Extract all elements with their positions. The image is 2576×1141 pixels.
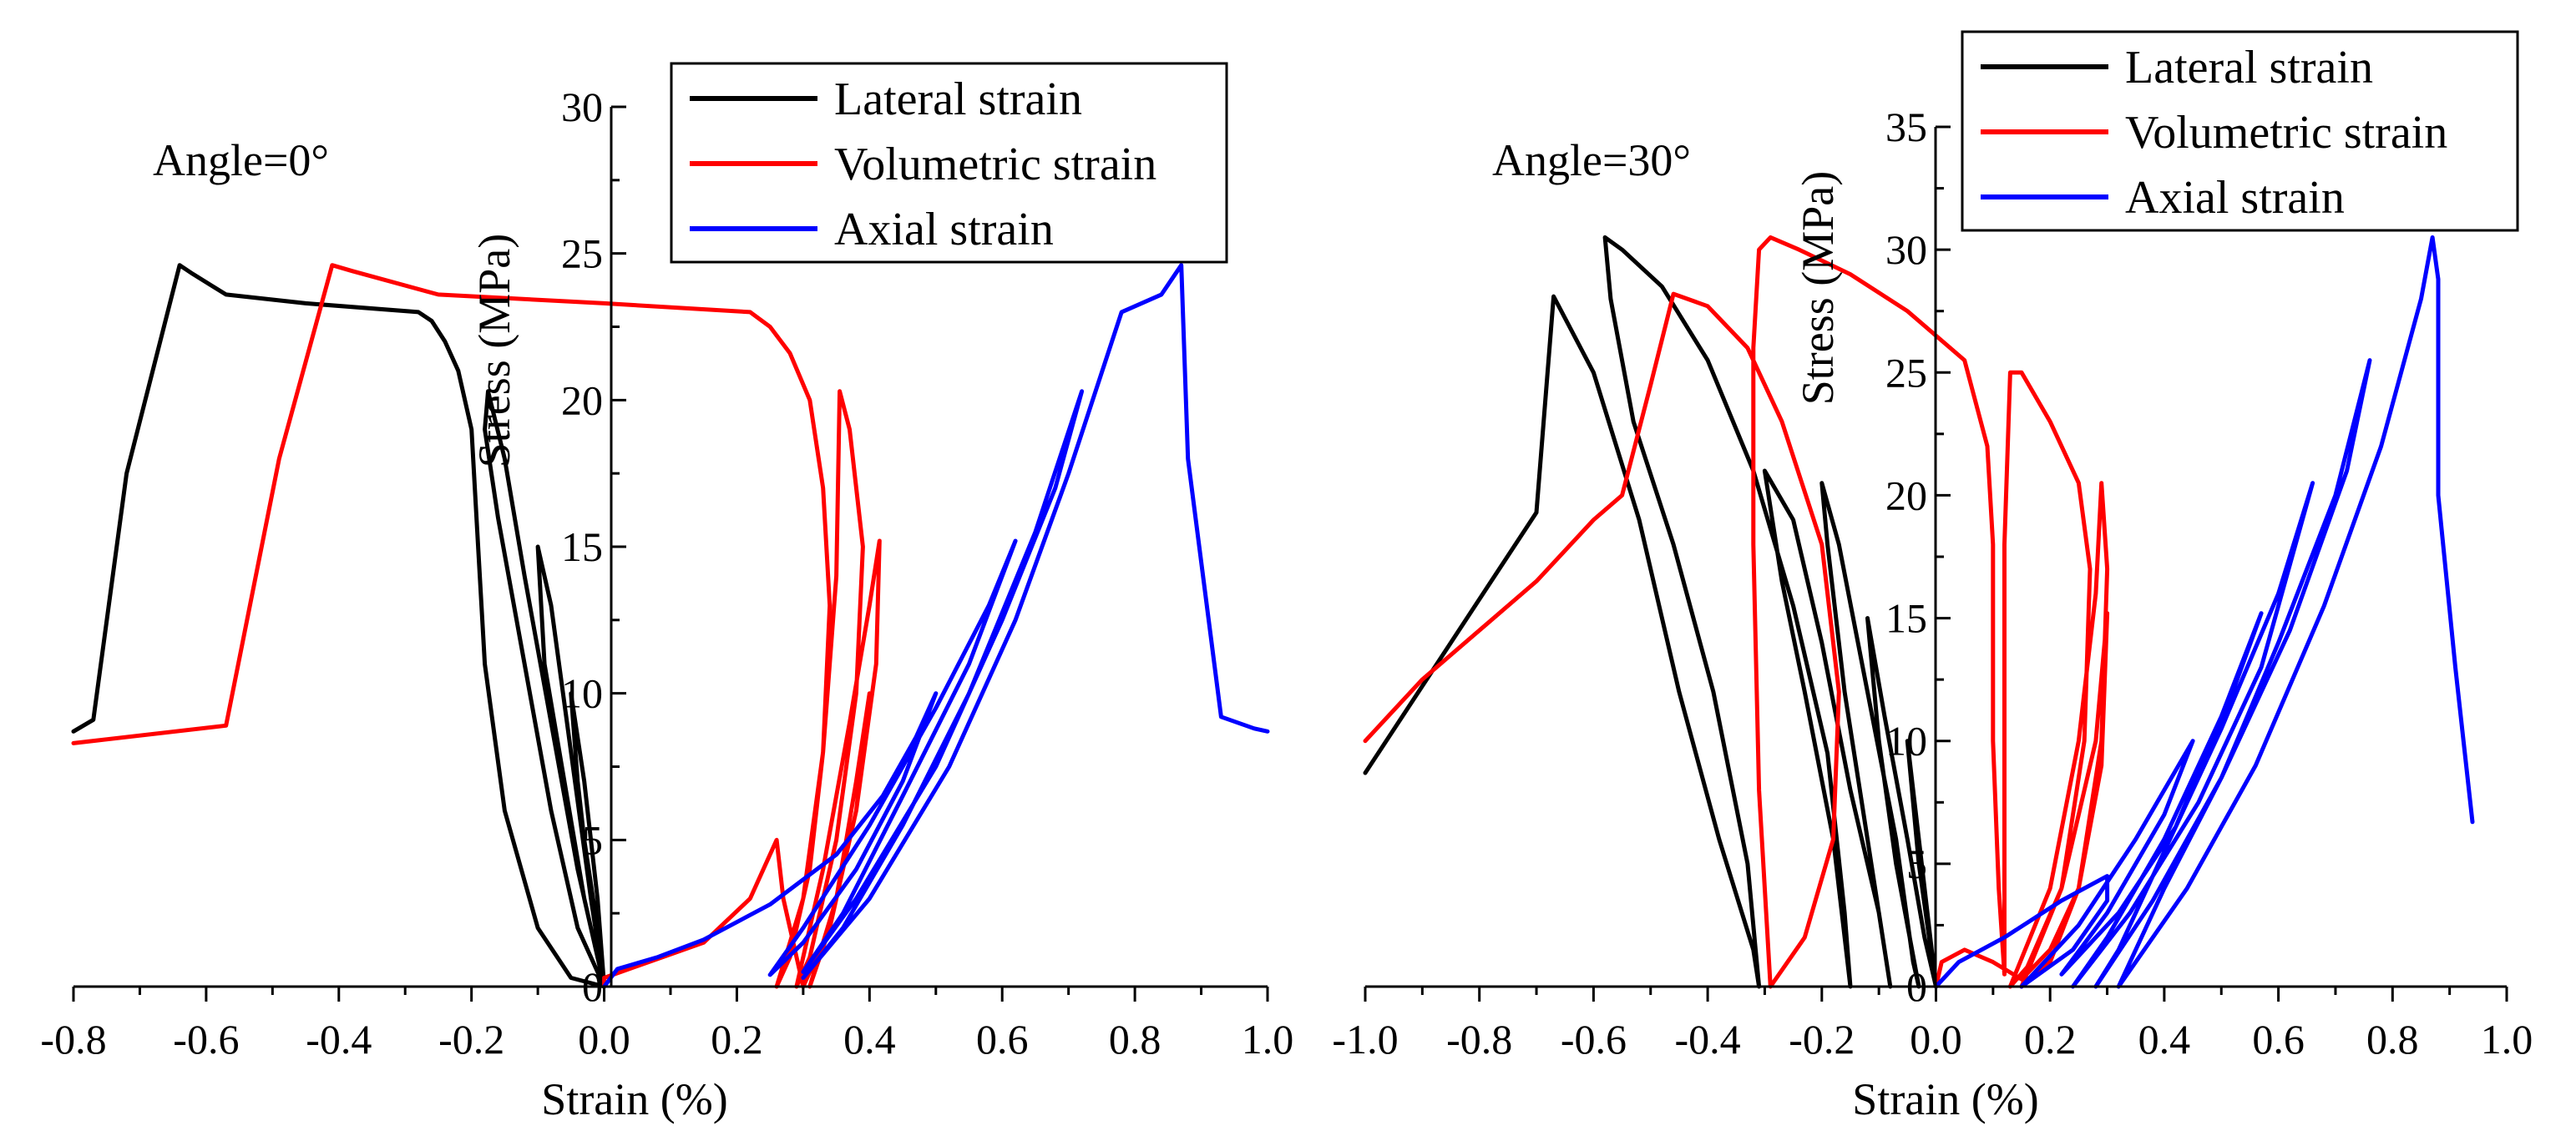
x-tick-label: -0.8 bbox=[1446, 1016, 1512, 1063]
y-tick-label: 20 bbox=[561, 376, 603, 423]
legend-label-volumetric-strain: Volumetric strain bbox=[2125, 107, 2447, 159]
legend: Lateral strain Volumetric strain Axial str… bbox=[1961, 30, 2519, 232]
series-line-volumetric-strain bbox=[1363, 235, 2110, 989]
x-tick-label: -0.4 bbox=[1675, 1016, 1741, 1063]
x-tick-label: 1.0 bbox=[2481, 1016, 2533, 1063]
angle-annotation: Angle=0° bbox=[153, 135, 329, 185]
x-tick-label: -1.0 bbox=[1332, 1016, 1398, 1063]
x-tick-label: 0.6 bbox=[976, 1016, 1029, 1063]
y-tick-label: 35 bbox=[1885, 103, 1927, 150]
x-tick-label: -0.8 bbox=[40, 1016, 106, 1063]
legend-label-lateral-strain: Lateral strain bbox=[834, 73, 1082, 125]
angle-annotation: Angle=30° bbox=[1492, 135, 1691, 185]
x-tick-label: 0.0 bbox=[1910, 1016, 1962, 1063]
legend-label-lateral-strain: Lateral strain bbox=[2125, 42, 2373, 93]
x-axis-title: Strain (%) bbox=[541, 1074, 727, 1124]
y-tick-label: 15 bbox=[561, 523, 603, 570]
series-line-axial-strain bbox=[1934, 235, 2475, 989]
y-tick-label: 0 bbox=[582, 963, 603, 1010]
y-axis-title: Stress (MPa) bbox=[1793, 171, 1843, 406]
y-tick-label: 5 bbox=[1906, 841, 1927, 887]
y-axis-title: Stress (MPa) bbox=[469, 234, 519, 468]
x-tick-label: -0.2 bbox=[438, 1016, 504, 1063]
series-line-axial-strain bbox=[602, 263, 1270, 989]
chart-angle-30: -1.0 -0.8 -0.6 -0.4 -0.2 0.0 0.2 0.4 0.6 0.8 1.0 0 5… bbox=[1332, 30, 2533, 1124]
x-tick-label: 1.0 bbox=[1242, 1016, 1294, 1063]
x-tick-label: 0.4 bbox=[2138, 1016, 2191, 1063]
y-tick-label: 15 bbox=[1885, 595, 1927, 642]
x-tick-label: -0.6 bbox=[1561, 1016, 1627, 1063]
y-tick-label: 30 bbox=[561, 83, 603, 130]
legend-label-axial-strain: Axial strain bbox=[834, 204, 1054, 255]
x-tick-label: 0.6 bbox=[2252, 1016, 2305, 1063]
x-tick-label: 0.2 bbox=[711, 1016, 763, 1063]
x-tick-label: 0.8 bbox=[1109, 1016, 1161, 1063]
x-tick-label: -0.4 bbox=[306, 1016, 372, 1063]
y-tick-label: 25 bbox=[1885, 349, 1927, 396]
y-tick-label: 0 bbox=[1906, 963, 1927, 1010]
x-tick-label: 0.8 bbox=[2366, 1016, 2419, 1063]
y-tick-label: 20 bbox=[1885, 472, 1927, 518]
x-tick-label: -0.2 bbox=[1789, 1016, 1855, 1063]
x-tick-label: 0.2 bbox=[2024, 1016, 2077, 1063]
x-tick-label: -0.6 bbox=[173, 1016, 239, 1063]
series-line-lateral-strain bbox=[71, 263, 607, 989]
chart-angle-0: -0.8 -0.6 -0.4 -0.2 0.0 0.2 0.4 0.6 0.8 1.0 0 5 10 15… bbox=[40, 62, 1294, 1124]
legend-label-volumetric-strain: Volumetric strain bbox=[834, 139, 1156, 190]
x-tick-label: 0.0 bbox=[578, 1016, 630, 1063]
x-axis-title: Strain (%) bbox=[1852, 1074, 2038, 1124]
legend-label-axial-strain: Axial strain bbox=[2125, 172, 2345, 224]
series-line-lateral-strain bbox=[1363, 235, 1938, 989]
y-tick-label: 25 bbox=[561, 230, 603, 277]
y-tick-label: 5 bbox=[582, 816, 603, 863]
y-tick-label: 10 bbox=[561, 670, 603, 717]
x-tick-label: 0.4 bbox=[843, 1016, 896, 1063]
y-tick-label: 30 bbox=[1885, 226, 1927, 273]
legend: Lateral strain Volumetric strain Axial str… bbox=[670, 62, 1228, 264]
y-tick-label: 10 bbox=[1885, 718, 1927, 765]
